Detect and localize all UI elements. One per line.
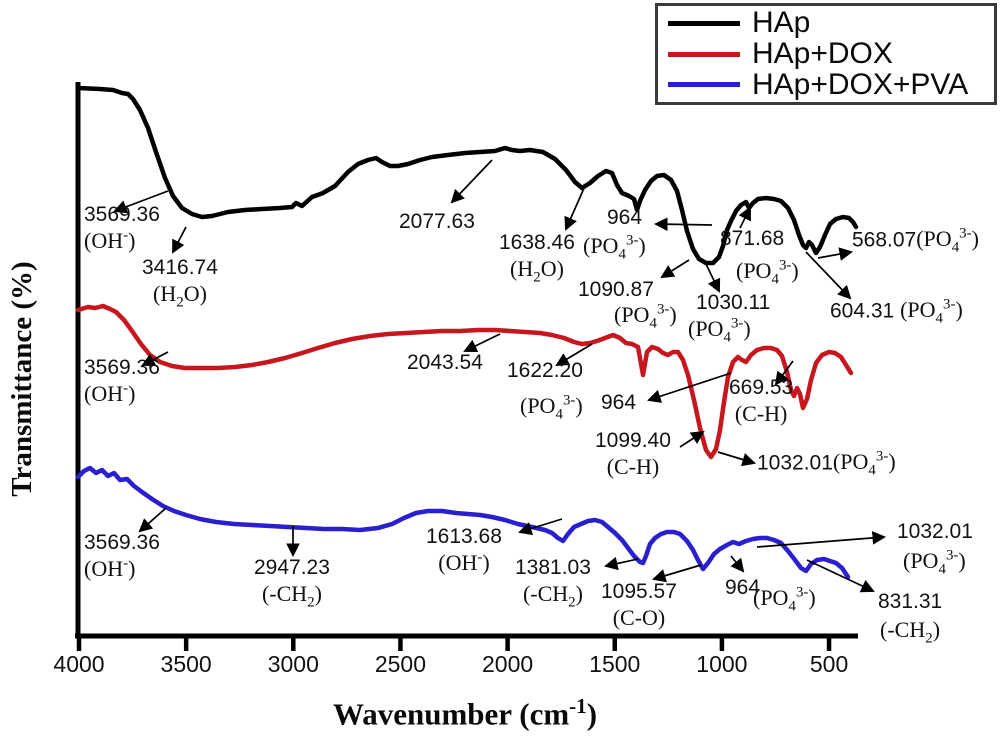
x-tick-label-3500: 3500 [160,651,212,677]
annotation-arrow-3 [564,185,586,231]
annotation-arrow-19 [518,518,563,536]
annotation-arrow-5 [738,206,751,229]
curve-hap-dox [75,303,854,460]
annotation-arrow-15 [717,451,756,467]
legend-label: HAp [752,6,811,40]
legend-line-swatch [668,51,740,57]
x-tick-label-2500: 2500 [374,651,427,677]
legend-item-hap-dox-pva: HAp+DOX+PVA [658,69,994,100]
x-axis-label: Wavenumber (cm-1) [332,694,598,732]
curve-hap-dox-pva [75,465,851,580]
annotation-arrow-8 [705,263,721,293]
legend-item-hap-dox: HAp+DOX [658,39,994,70]
legend-item-hap: HAp [658,8,994,39]
legend-line-swatch [668,20,740,26]
annotation-arrow-9 [805,251,852,300]
y-axis-label: Transmittance (%) [6,261,38,497]
legend: HAp HAp+DOX HAp+DOX+PVA [655,3,997,105]
annotation-arrow-4 [653,217,713,232]
annotation-arrow-2 [450,159,493,204]
annotation-arrow-7 [660,259,690,279]
annotation-arrow-14 [679,430,705,448]
annotation-arrow-1 [172,226,187,254]
annotation-arrow-11 [463,333,501,353]
annotation-arrow-22 [730,555,745,573]
annotation-arrow-10 [141,351,169,366]
x-tick-label-1500: 1500 [589,651,641,677]
annotation-arrow-21 [652,564,702,583]
curve-hap [75,85,859,266]
annotation-arrow-13 [647,372,732,403]
x-tick-label-3000: 3000 [267,651,319,677]
annotation-arrow-17 [138,507,167,533]
x-tick-label-500: 500 [809,651,849,677]
annotation-arrow-12 [555,343,593,367]
annotation-arrow-0 [113,190,169,214]
annotation-arrow-6 [817,247,854,261]
annotation-arrow-24 [806,559,875,593]
legend-label: HAp+DOX [752,37,893,70]
legend-label: HAp+DOX+PVA [752,67,969,101]
annotation-arrow-20 [604,556,639,571]
annotation-arrow-16 [774,360,794,386]
x-tick-label-4000: 4000 [53,651,105,677]
legend-line-swatch [668,82,740,88]
annotation-arrow-23 [756,531,887,548]
x-tick-label-2000: 2000 [482,651,534,677]
x-tick-label-1000: 1000 [696,651,748,677]
